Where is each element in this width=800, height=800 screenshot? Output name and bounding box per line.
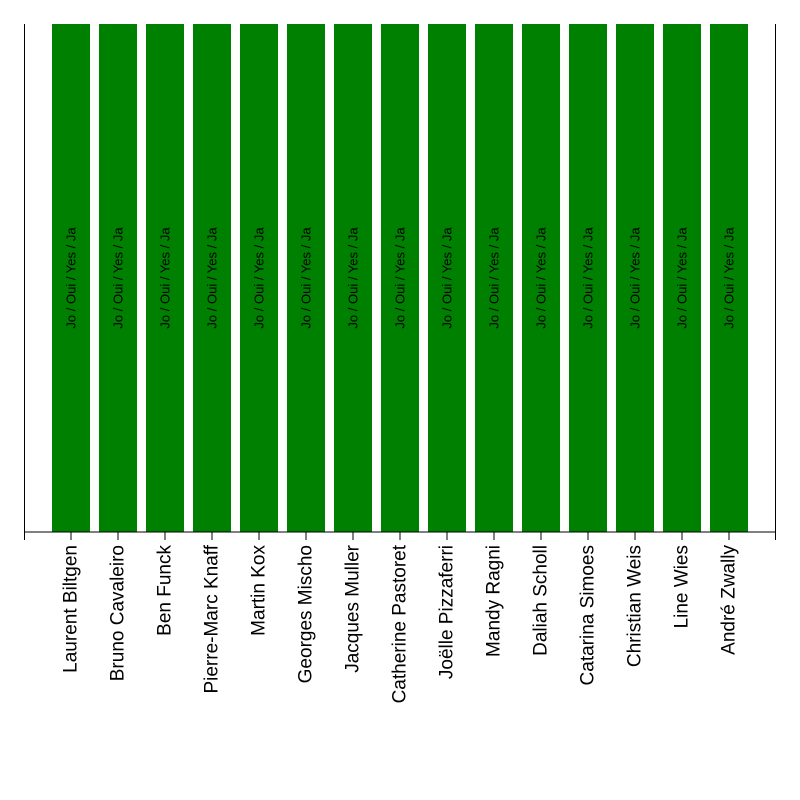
bar-label: Jo / Oui / Yes / Ja <box>534 227 549 329</box>
x-tick-label: Jacques Muller <box>343 544 364 672</box>
bar <box>381 24 419 532</box>
bar <box>428 24 466 532</box>
bar-label: Jo / Oui / Yes / Ja <box>440 227 455 329</box>
bar-label: Jo / Oui / Yes / Ja <box>205 227 220 329</box>
x-tick-label: Ben Funck <box>155 545 176 636</box>
x-tick-label: André Zwally <box>719 545 740 655</box>
bar-label: Jo / Oui / Yes / Ja <box>581 227 596 329</box>
x-tick-label: Joëlle Pizzaferri <box>437 545 458 679</box>
x-tick-label: Laurent Biltgen <box>61 545 82 673</box>
bar <box>240 24 278 532</box>
bar <box>193 24 231 532</box>
x-tick-label: Catarina Simoes <box>578 545 599 685</box>
bar <box>52 24 90 532</box>
bar <box>334 24 372 532</box>
x-tick-label: Daliah Scholl <box>531 545 552 656</box>
bar-label: Jo / Oui / Yes / Ja <box>722 227 737 329</box>
bar <box>475 24 513 532</box>
bar-label: Jo / Oui / Yes / Ja <box>346 227 361 329</box>
x-tick-label: Georges Mischo <box>296 545 317 683</box>
bar <box>616 24 654 532</box>
bar-label: Jo / Oui / Yes / Ja <box>111 227 126 329</box>
bar-label: Jo / Oui / Yes / Ja <box>299 227 314 329</box>
bar <box>146 24 184 532</box>
bar <box>522 24 560 532</box>
bar-label: Jo / Oui / Yes / Ja <box>64 227 79 329</box>
bar-label: Jo / Oui / Yes / Ja <box>252 227 267 329</box>
bar-label: Jo / Oui / Yes / Ja <box>675 227 690 329</box>
x-tick-label: Martin Kox <box>249 545 270 636</box>
x-tick-label: Bruno Cavaleiro <box>108 545 129 681</box>
bar-label: Jo / Oui / Yes / Ja <box>393 227 408 329</box>
bar-label: Jo / Oui / Yes / Ja <box>158 227 173 329</box>
x-tick-label: Mandy Ragni <box>484 545 505 657</box>
bar-label: Jo / Oui / Yes / Ja <box>628 227 643 329</box>
bar <box>287 24 325 532</box>
x-tick-label: Line Wies <box>672 545 693 628</box>
bar <box>710 24 748 532</box>
x-tick-label: Catherine Pastoret <box>390 544 411 703</box>
bar <box>569 24 607 532</box>
bar <box>663 24 701 532</box>
x-tick-label: Pierre-Marc Knaff <box>202 544 223 693</box>
bar-label: Jo / Oui / Yes / Ja <box>487 227 502 329</box>
bar <box>99 24 137 532</box>
x-tick-label: Christian Weis <box>625 545 646 667</box>
